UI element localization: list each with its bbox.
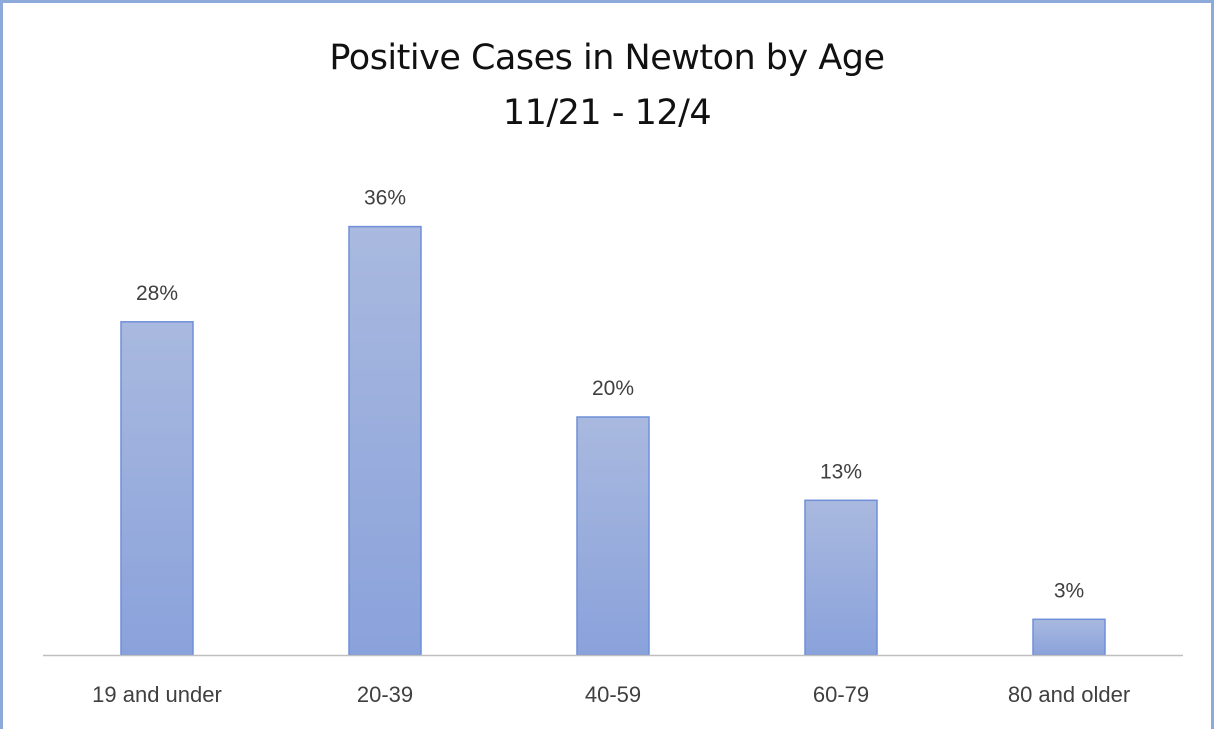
data-label-1: 28% — [136, 282, 178, 305]
data-label-5: 3% — [1054, 579, 1084, 602]
bar-5 — [1032, 618, 1106, 656]
x-tick-label-1: 19 and under — [92, 682, 222, 707]
x-tick-label-3: 40-59 — [585, 682, 641, 707]
bar-3 — [576, 416, 650, 656]
data-label-2: 36% — [364, 187, 406, 210]
x-tick-label-5: 80 and older — [1008, 682, 1130, 707]
bar-4 — [804, 499, 878, 656]
labels-group: 28% 19 and under 36% 20-39 20% 40-59 13% 60-79 3… — [92, 187, 1130, 707]
bars-group — [120, 225, 1106, 656]
x-tick-label-2: 20-39 — [357, 682, 413, 707]
bar-1 — [120, 321, 194, 656]
data-label-4: 13% — [820, 460, 862, 483]
bar-2 — [348, 225, 422, 656]
x-tick-label-4: 60-79 — [813, 682, 869, 707]
chart-subtitle: 11/21 - 12/4 — [502, 93, 712, 133]
data-label-3: 20% — [592, 377, 634, 400]
chart-title: Positive Cases in Newton by Age — [329, 38, 885, 78]
